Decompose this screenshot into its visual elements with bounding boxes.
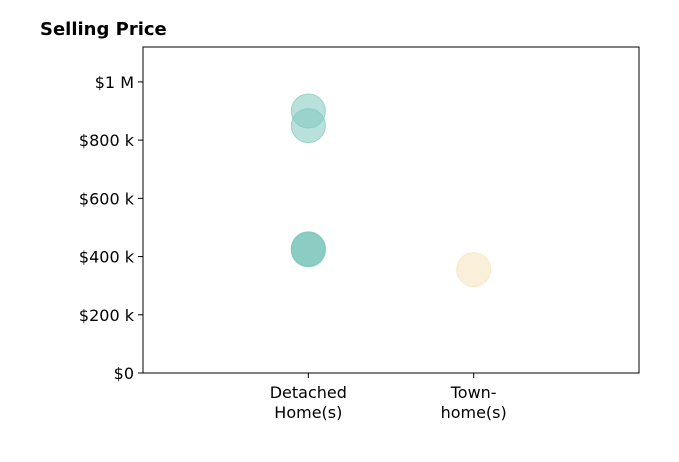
x-tick-label: Town-home(s) [441,383,507,422]
y-tick-label: $800 k [79,131,135,150]
data-point [290,232,326,268]
y-tick-label: $600 k [79,189,135,208]
data-point [456,252,492,288]
plot-frame [142,46,640,374]
x-tick-label-line: Detached [270,383,347,402]
y-tick-label: $200 k [79,306,135,325]
data-point [290,108,326,144]
y-tick-label: $0 [114,364,134,383]
chart-title: Selling Price [40,19,167,40]
x-tick-label-line: home(s) [441,403,507,422]
x-tick-label-line: Town- [450,383,497,402]
y-tick-label: $400 k [79,248,135,267]
points-layer [290,93,492,288]
x-axis: Detached Home(s) Town-home(s) [270,373,507,422]
y-tick-label: $1 M [95,73,134,92]
y-axis: $0 $200 k $400 k $600 k $800 k $1 M [79,73,143,383]
x-tick-label: Detached Home(s) [270,383,347,422]
x-tick-label-line: Home(s) [274,403,342,422]
